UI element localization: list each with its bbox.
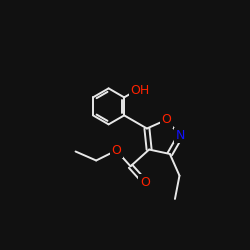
Text: O: O [140, 176, 150, 188]
Text: O: O [112, 144, 121, 157]
Text: N: N [176, 129, 185, 142]
Text: O: O [161, 114, 171, 126]
Text: OH: OH [130, 84, 150, 97]
